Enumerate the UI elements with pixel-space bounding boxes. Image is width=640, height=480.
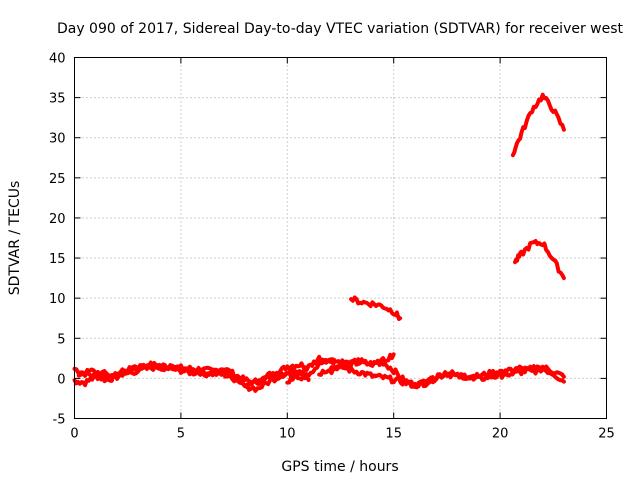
x-tick-label: 20 xyxy=(492,427,509,442)
x-tick-labels: 0 5 10 15 20 25 xyxy=(70,427,614,442)
y-tick-label: 15 xyxy=(49,252,66,267)
plot-frame xyxy=(74,57,607,419)
series-track-4 xyxy=(285,354,566,390)
series-track-6 xyxy=(327,352,396,376)
y-tick-label: 20 xyxy=(49,212,66,227)
y-tick-label: 35 xyxy=(49,92,66,107)
y-tick-label: 25 xyxy=(49,172,66,187)
y-tick-label: 0 xyxy=(57,372,65,387)
grid xyxy=(74,57,607,419)
y-tick-label: 5 xyxy=(57,332,65,347)
chart-title: Day 090 of 2017, Sidereal Day-to-day VTE… xyxy=(57,21,624,37)
y-tick-label: -5 xyxy=(53,413,66,428)
x-axis-label: GPS time / hours xyxy=(281,459,398,475)
series-track-9 xyxy=(510,92,566,158)
series-track-7 xyxy=(349,295,403,321)
y-tick-label: 30 xyxy=(49,132,66,147)
series-track-3 xyxy=(76,357,337,393)
data-series xyxy=(72,92,566,393)
y-tick-label: 40 xyxy=(49,52,66,67)
series-track-8 xyxy=(513,239,566,281)
axes xyxy=(74,57,607,419)
x-tick-label: 25 xyxy=(598,427,615,442)
y-tick-labels: -5 0 5 10 15 20 25 30 35 40 xyxy=(49,52,66,428)
series-track-5 xyxy=(317,362,566,389)
x-tick-label: 15 xyxy=(385,427,402,442)
x-tick-label: 0 xyxy=(70,427,78,442)
x-tick-label: 5 xyxy=(177,427,185,442)
y-tick-label: 10 xyxy=(49,292,66,307)
x-tick-label: 10 xyxy=(279,427,296,442)
y-axis-label: SDTVAR / TECUs xyxy=(7,181,23,296)
